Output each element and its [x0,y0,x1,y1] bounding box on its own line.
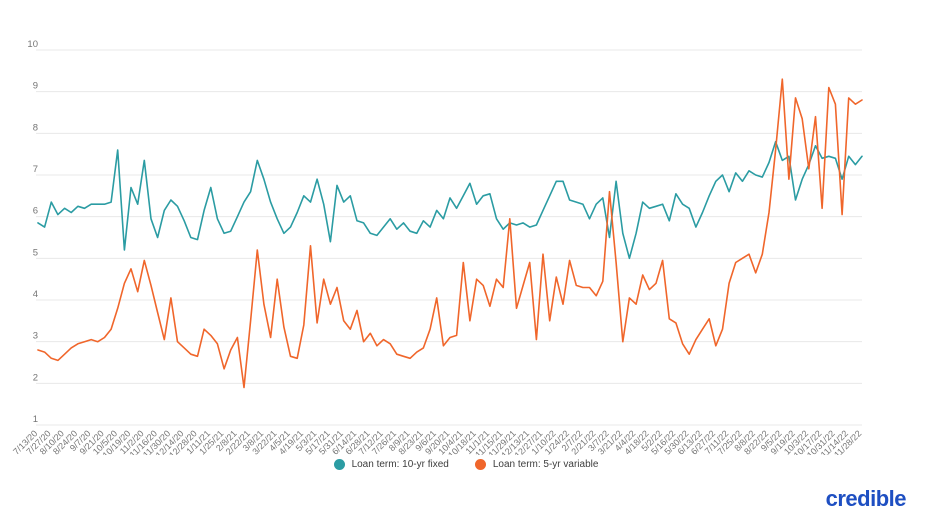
legend-dot-5yr-variable-icon [474,459,486,470]
chart-legend: Loan term: 10-yr fixed Loan term: 5-yr v… [0,459,932,470]
legend-label-10yr-fixed: Loan term: 10-yr fixed [351,459,449,470]
y-tick-label: 4 [33,289,38,300]
y-tick-label: 2 [33,372,38,383]
y-tick-label: 1 [33,414,38,425]
line-chart-canvas: 123456789107/13/207/27/208/10/208/24/209… [11,39,863,455]
series-line-5yr-variable [37,78,863,389]
y-tick-label: 3 [33,331,38,342]
credible-logo: credible [825,486,907,511]
legend-item-10yr-fixed: Loan term: 10-yr fixed [333,459,449,470]
legend-dot-10yr-fixed-icon [333,459,345,470]
y-tick-label: 5 [33,247,38,258]
y-tick-label: 10 [27,39,38,50]
legend-item-5yr-variable: Loan term: 5-yr variable [474,459,599,470]
y-tick-label: 9 [33,81,38,92]
y-tick-label: 8 [33,122,38,133]
y-tick-label: 6 [33,206,38,217]
series-line-10yr-fixed [37,140,863,260]
legend-label-5yr-variable: Loan term: 5-yr variable [492,459,599,470]
rate-history-chart: 1 2 3 4 5 6 7 8 9 10 7/13/20 7/27/20 8/10/20 8/24/20 9… [11,39,863,455]
y-tick-label: 7 [33,164,38,175]
